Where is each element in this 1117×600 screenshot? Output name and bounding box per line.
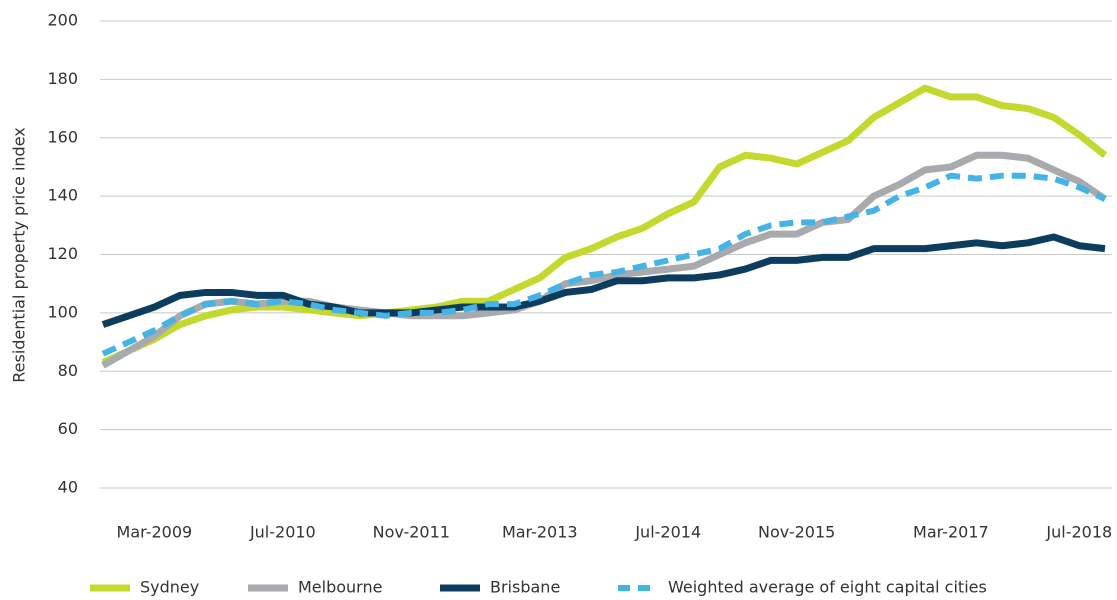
x-tick-label: Jul-2014 <box>634 523 701 542</box>
x-tick-label: Mar-2017 <box>913 523 989 542</box>
y-axis-label: Residential property price index <box>10 127 29 382</box>
x-tick-label: Jul-2018 <box>1045 523 1112 542</box>
x-tick-label: Jul-2010 <box>249 523 316 542</box>
series-line <box>101 233 1106 328</box>
x-tick-label: Nov-2011 <box>373 523 450 542</box>
y-tick-label: 60 <box>58 419 78 438</box>
y-tick-label: 120 <box>47 244 78 263</box>
y-tick-label: 160 <box>47 127 78 146</box>
series-line <box>101 84 1108 366</box>
x-tick-label: Mar-2009 <box>117 523 193 542</box>
x-tick-label: Nov-2015 <box>758 523 835 542</box>
y-tick-label: 80 <box>58 361 78 380</box>
y-tick-label: 180 <box>47 69 78 88</box>
legend-label: Brisbane <box>490 578 560 597</box>
y-tick-label: 200 <box>47 11 78 30</box>
legend-label: Melbourne <box>298 578 382 597</box>
x-tick-label: Mar-2013 <box>502 523 578 542</box>
y-tick-label: 100 <box>47 302 78 321</box>
legend-label: Sydney <box>140 578 199 597</box>
series-line <box>101 172 1107 357</box>
series-line <box>101 151 1107 369</box>
y-tick-label: 40 <box>58 478 78 497</box>
legend-label: Weighted average of eight capital cities <box>668 578 987 597</box>
y-tick-label: 140 <box>47 186 78 205</box>
